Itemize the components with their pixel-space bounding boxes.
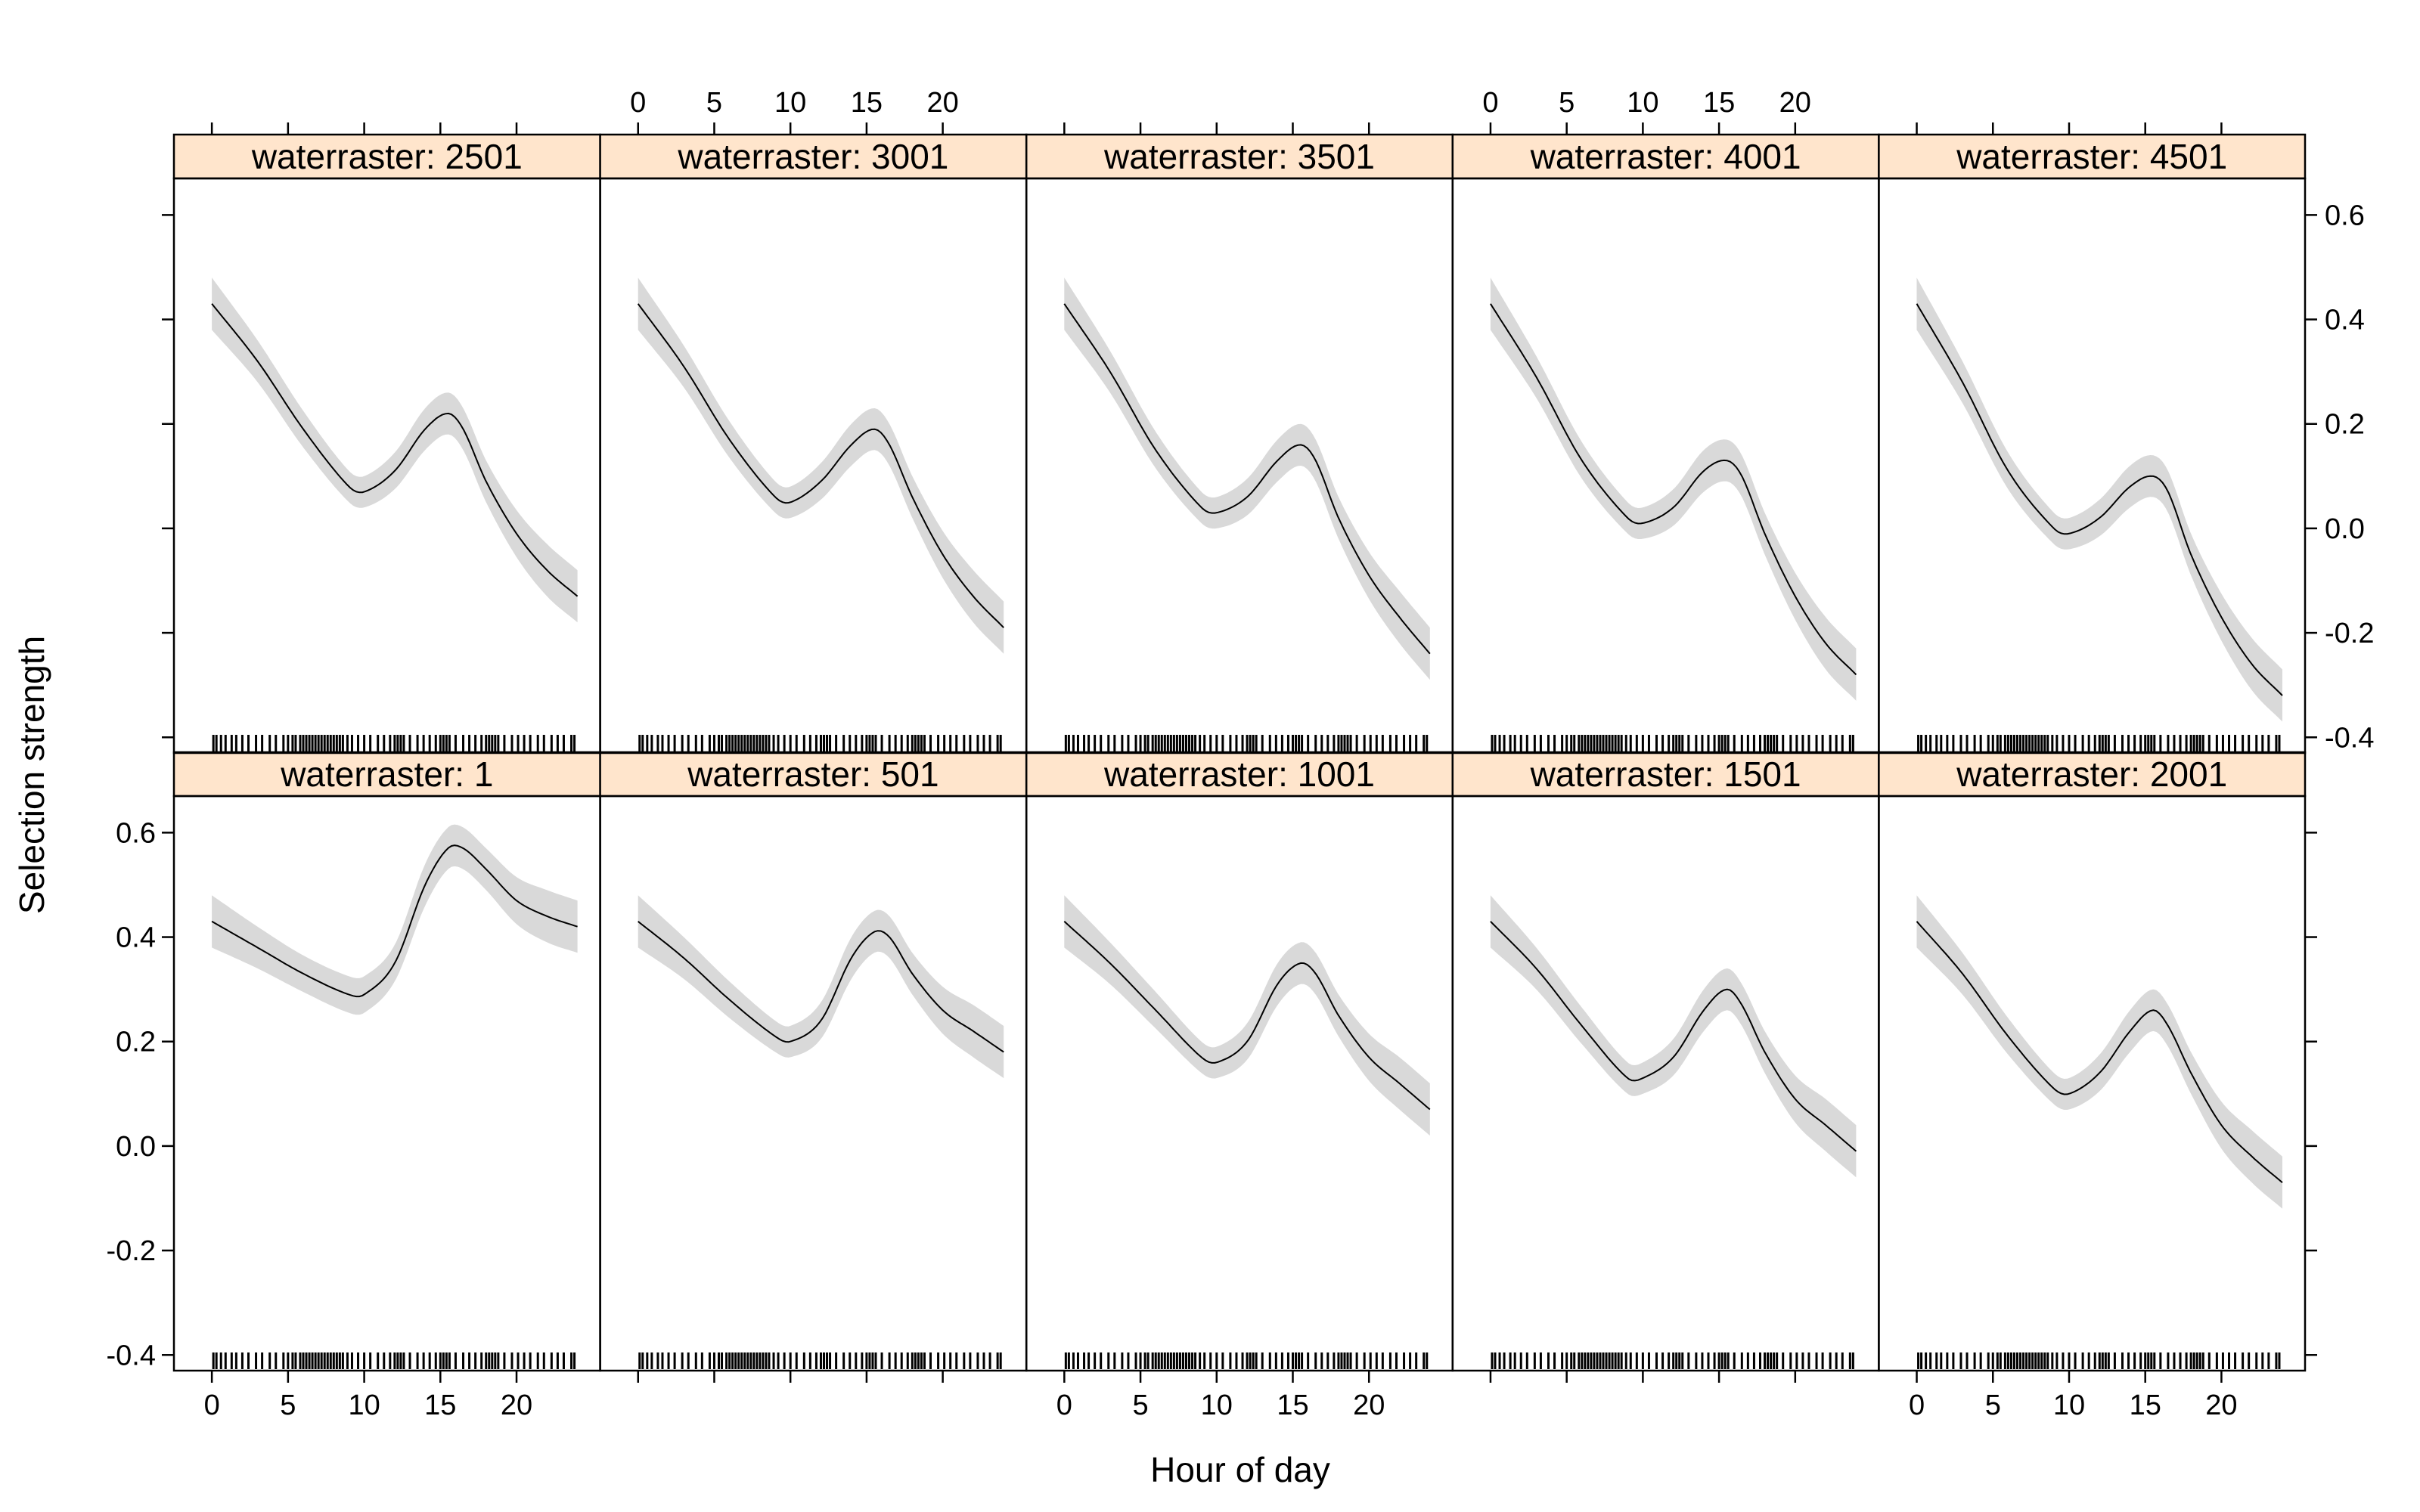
x-tick-label: 5 [706, 87, 722, 119]
panel-strip [1451, 133, 1880, 180]
x-axis-title: Hour of day [1150, 1450, 1330, 1489]
series-line [1490, 303, 1857, 676]
panel: waterraster: 3001 [599, 133, 1028, 754]
panel-strip [172, 751, 601, 798]
x-tick-label: 10 [1201, 1390, 1233, 1421]
x-tick-label: 10 [1627, 87, 1658, 119]
x-tick-label: 5 [1132, 1390, 1148, 1421]
panel: waterraster: 3501 [1025, 133, 1454, 754]
x-tick-label: 15 [424, 1390, 456, 1421]
panel-strip [1025, 133, 1454, 180]
x-tick-label: 15 [851, 87, 883, 119]
panel: waterraster: 4501 [1878, 133, 2307, 754]
series-line [211, 844, 578, 998]
panel-strip-label: waterraster: 2001 [1956, 754, 2227, 794]
panel-strip [599, 133, 1028, 180]
panel-strip [1878, 133, 2307, 180]
panel-strip-label: waterraster: 501 [687, 754, 939, 794]
confidence-band [1916, 895, 2282, 1209]
confidence-band [212, 277, 578, 623]
y-axis-title: Selection strength [12, 636, 51, 914]
confidence-band [1490, 277, 1857, 701]
confidence-band [1490, 895, 1857, 1178]
panel-strip-label: waterraster: 1501 [1530, 754, 1801, 794]
axes-layer: 0 5 10 15 20 -0.4 -0.2 0.0 0.2 0.4 0.6 0 5 10 15 20 0 5 10… [107, 87, 2375, 1421]
x-tick-label: 5 [280, 1390, 296, 1421]
x-tick-label: 15 [1703, 87, 1735, 119]
series-line [1916, 303, 2283, 696]
panel-strip-label: waterraster: 1 [280, 754, 493, 794]
confidence-band [1064, 895, 1430, 1136]
confidence-band [1064, 277, 1430, 680]
series-line [211, 303, 579, 597]
y-tick-label: 0.6 [2325, 200, 2365, 231]
x-tick-label: 0 [1056, 1390, 1072, 1421]
y-tick-label: -0.2 [2325, 618, 2374, 649]
x-tick-label: 0 [630, 87, 646, 119]
panels-layer: waterraster: 1 waterraster: 501 waterraste… [172, 133, 2307, 1372]
y-tick-label: 0.6 [116, 817, 156, 849]
panel-strip-label: waterraster: 4001 [1530, 137, 1801, 176]
panel: waterraster: 1 [172, 751, 601, 1372]
x-tick-label: 0 [204, 1390, 220, 1421]
x-tick-label: 5 [1985, 1390, 2001, 1421]
panel-frame [599, 177, 1028, 754]
panel-strip [1451, 751, 1880, 798]
x-tick-label: 20 [501, 1390, 532, 1421]
panel: waterraster: 2001 [1878, 751, 2307, 1372]
x-tick-label: 10 [348, 1390, 380, 1421]
series-line [1916, 921, 2283, 1184]
x-tick-label: 10 [774, 87, 806, 119]
y-tick-label: 0.0 [116, 1131, 156, 1163]
y-tick-label: -0.2 [107, 1235, 156, 1267]
series-line [1490, 921, 1857, 1152]
panel-strip-label: waterraster: 1001 [1103, 754, 1375, 794]
y-tick-label: 0.2 [116, 1027, 156, 1058]
y-tick-label: -0.4 [107, 1340, 156, 1371]
panel-strip [1025, 751, 1454, 798]
panel-frame [599, 795, 1028, 1372]
panel-strip-label: waterraster: 3501 [1103, 137, 1375, 176]
panel: waterraster: 1501 [1451, 751, 1880, 1372]
panel-frame [1878, 177, 2307, 754]
panel: waterraster: 2501 [172, 133, 601, 754]
panel-frame [1025, 177, 1454, 754]
panel-frame [1878, 795, 2307, 1372]
x-tick-label: 20 [2205, 1390, 2237, 1421]
confidence-band [638, 895, 1004, 1079]
panel-strip-label: waterraster: 2501 [251, 137, 523, 176]
x-tick-label: 20 [1353, 1390, 1385, 1421]
panel-frame [1451, 795, 1880, 1372]
confidence-band [638, 277, 1004, 654]
x-tick-label: 20 [926, 87, 958, 119]
panel: waterraster: 1001 [1025, 751, 1454, 1372]
panel-strip-label: waterraster: 3001 [677, 137, 948, 176]
x-tick-label: 0 [1482, 87, 1498, 119]
series-line [637, 303, 1004, 628]
confidence-band [212, 824, 578, 1015]
y-tick-label: 0.4 [2325, 305, 2365, 336]
series-line [1063, 921, 1431, 1111]
x-tick-label: 15 [1277, 1390, 1308, 1421]
x-tick-label: 20 [1779, 87, 1811, 119]
panel-strip-label: waterraster: 4501 [1956, 137, 2227, 176]
x-tick-label: 10 [2053, 1390, 2085, 1421]
panel-frame [1451, 177, 1880, 754]
series-line [638, 921, 1004, 1053]
panel-frame [172, 795, 601, 1372]
y-tick-label: 0.2 [2325, 409, 2365, 441]
x-tick-label: 5 [1559, 87, 1575, 119]
y-tick-label: 0.4 [116, 922, 156, 954]
y-tick-label: -0.4 [2325, 722, 2374, 754]
series-line [1063, 303, 1431, 655]
confidence-band [1916, 277, 2282, 722]
x-tick-label: 15 [2130, 1390, 2161, 1421]
panel: waterraster: 501 [599, 751, 1028, 1372]
y-tick-label: 0.0 [2325, 513, 2365, 545]
x-tick-label: 0 [1909, 1390, 1925, 1421]
panel: waterraster: 4001 [1451, 133, 1880, 754]
